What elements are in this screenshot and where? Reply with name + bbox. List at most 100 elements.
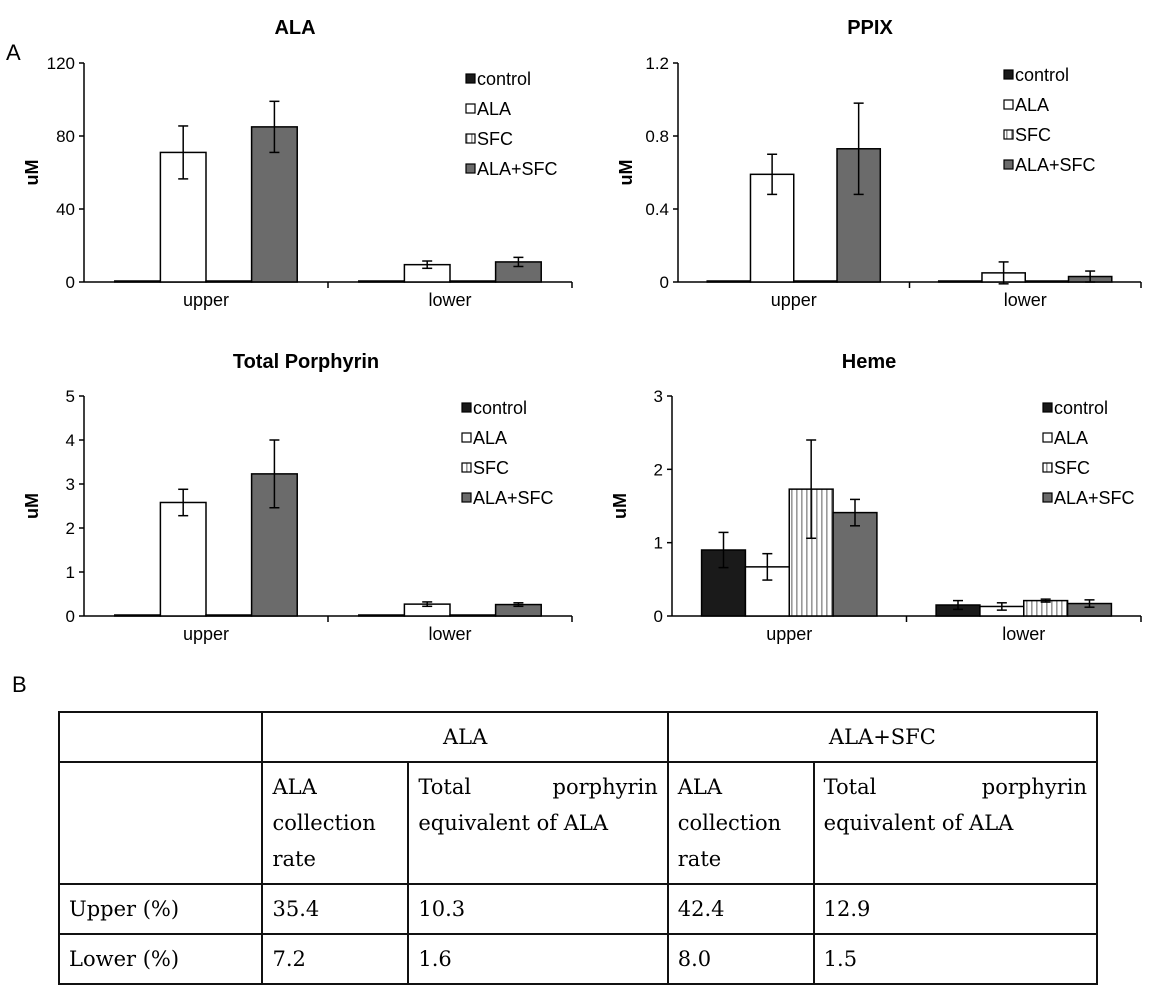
bar-control: [358, 280, 406, 283]
table-corner-cell: [57, 711, 264, 763]
y-tick-label: 80: [56, 127, 75, 146]
subheader-text: Total: [418, 775, 472, 799]
legend-swatch: [461, 402, 472, 413]
table-cell: 12.9: [812, 883, 1099, 935]
group-header-ala: ALA: [261, 711, 669, 763]
bar-sfc: [1024, 280, 1070, 283]
subheader-text: ALA: [677, 775, 723, 799]
subheader-text: collection: [677, 811, 782, 835]
legend-swatch: [1042, 432, 1053, 443]
subheader-total-porphyrin: Total porphyrin equivalent of ALA: [812, 761, 1099, 885]
legend-label: ALA+SFC: [477, 159, 558, 179]
subheader-text: ALA: [272, 775, 317, 799]
legend-swatch: [465, 73, 476, 84]
subheader-collection-rate: ALA collection rate: [261, 761, 410, 885]
legend-label: control: [1015, 65, 1069, 85]
subheader-text: Total: [823, 775, 877, 799]
row-label: Upper (%): [57, 883, 264, 935]
table-subheader-row: ALA collection rate Total porphyrin equi…: [57, 761, 1099, 885]
table-header-row: ALA ALA+SFC: [57, 711, 1099, 763]
y-tick-label: 0: [66, 273, 75, 292]
table-cell: 42.4: [666, 883, 815, 935]
legend-swatch: [461, 492, 472, 503]
table-cell: 10.3: [407, 883, 669, 935]
row-label: Lower (%): [57, 933, 264, 985]
y-axis-label: uM: [22, 493, 42, 519]
y-tick-label: 3: [654, 387, 663, 406]
legend-label: SFC: [1015, 125, 1051, 145]
x-tick-label: lower: [428, 624, 471, 644]
table-row: Upper (%) 35.4 10.3 42.4 12.9: [57, 883, 1099, 935]
y-tick-label: 0: [654, 607, 663, 626]
subheader-text: collection: [272, 811, 376, 835]
x-tick-label: upper: [183, 290, 229, 310]
legend-label: control: [473, 398, 527, 418]
legend-swatch: [461, 462, 472, 473]
x-tick-label: upper: [771, 290, 817, 310]
chart-0: ALA uM 0 40 80 120 upper lower control ALA SFC ALA+…: [22, 17, 573, 310]
results-table: ALA ALA+SFC ALA collection rate Total po…: [57, 711, 1099, 985]
y-tick-label: 4: [66, 431, 75, 450]
bar-control: [937, 280, 983, 283]
legend-label: ALA: [473, 428, 507, 448]
subheader-text: porphyrin: [981, 775, 1087, 799]
y-tick-label: 1: [654, 534, 663, 553]
legend-swatch: [465, 133, 476, 144]
y-tick-label: 2: [66, 519, 75, 538]
y-tick-label: 0.4: [645, 200, 669, 219]
subheader-text: porphyrin: [552, 775, 658, 799]
chart-title: Total Porphyrin: [233, 351, 379, 373]
legend-swatch: [465, 103, 476, 114]
y-tick-label: 0.8: [645, 127, 669, 146]
legend-swatch: [465, 163, 476, 174]
y-axis-label: uM: [610, 493, 630, 519]
table-empty-cell: [57, 761, 264, 885]
legend-label: control: [1054, 398, 1108, 418]
legend-swatch: [1003, 69, 1014, 80]
legend-swatch: [1042, 492, 1053, 503]
y-tick-label: 3: [66, 475, 75, 494]
bar-sfc: [1023, 599, 1069, 617]
chart-1: PPIX uM 0 0.4 0.8 1.2 upper lower control ALA SFC A…: [616, 17, 1142, 310]
bar-sfc: [205, 280, 253, 283]
x-tick-label: lower: [428, 290, 471, 310]
chart-title: ALA: [274, 17, 315, 39]
legend-label: ALA: [1015, 95, 1049, 115]
x-tick-label: lower: [1004, 290, 1047, 310]
bar-sfc: [793, 280, 838, 283]
bar-sfc: [449, 614, 497, 617]
legend-label: ALA: [1054, 428, 1088, 448]
y-axis-label: uM: [22, 160, 42, 186]
legend-label: SFC: [477, 129, 513, 149]
legend-swatch: [1003, 129, 1014, 140]
panel-a-label: A: [6, 40, 21, 65]
legend-swatch: [1003, 99, 1014, 110]
bar-control: [114, 614, 162, 617]
y-tick-label: 2: [654, 460, 663, 479]
y-tick-label: 0: [66, 607, 75, 626]
table-row: Lower (%) 7.2 1.6 8.0 1.5: [57, 933, 1099, 985]
bar-ala: [159, 501, 207, 617]
y-tick-label: 1.2: [645, 54, 669, 73]
legend-swatch: [1003, 159, 1014, 170]
table-cell: 7.2: [261, 933, 410, 985]
x-tick-label: lower: [1002, 624, 1045, 644]
legend-swatch: [461, 432, 472, 443]
bar-sfc: [449, 280, 497, 283]
table-cell: 1.5: [812, 933, 1099, 985]
subheader-text: rate: [272, 847, 316, 871]
table-cell: 8.0: [666, 933, 815, 985]
bar-control: [706, 280, 752, 283]
table-cell: 1.6: [407, 933, 669, 985]
chart-title: PPIX: [847, 17, 893, 39]
chart-title: Heme: [842, 351, 896, 373]
subheader-text: equivalent of ALA: [418, 811, 609, 835]
x-tick-label: upper: [183, 624, 229, 644]
legend-swatch: [1042, 402, 1053, 413]
bar-control: [114, 280, 162, 283]
legend-label: control: [477, 69, 531, 89]
x-tick-label: upper: [766, 624, 812, 644]
subheader-text: rate: [677, 847, 722, 871]
legend-label: ALA+SFC: [1015, 155, 1096, 175]
